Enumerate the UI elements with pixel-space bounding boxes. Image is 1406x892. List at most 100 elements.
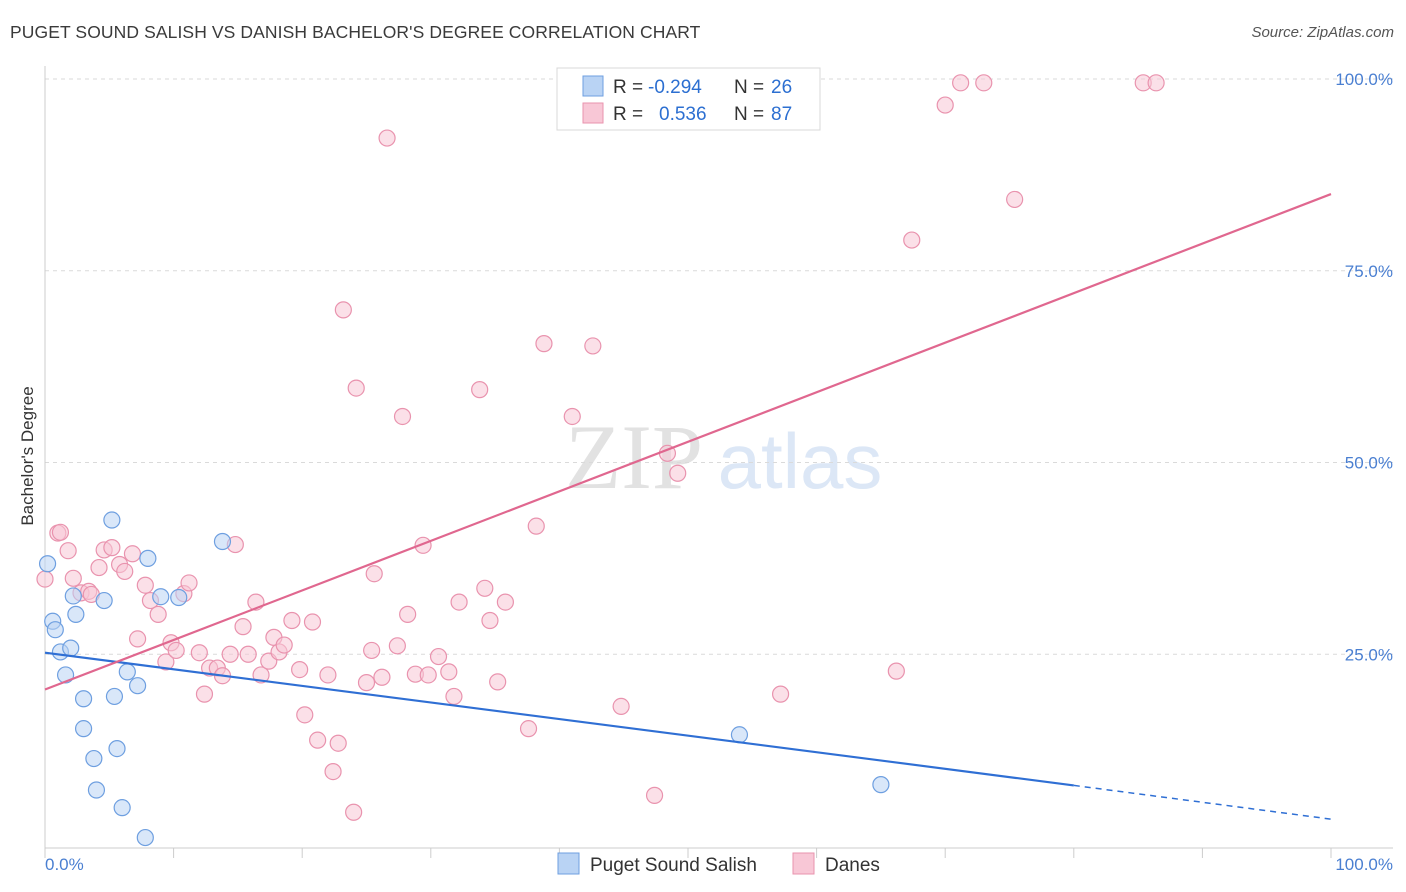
y-tick-labels: 25.0% 50.0% 75.0% 100.0% bbox=[1335, 70, 1393, 664]
danes-point bbox=[563, 407, 581, 426]
gridlines bbox=[45, 78, 1393, 655]
danes-point bbox=[357, 674, 376, 692]
danes-point bbox=[116, 562, 134, 581]
danes-point bbox=[291, 660, 309, 679]
legend-swatch-danes bbox=[582, 102, 604, 124]
danes-point bbox=[334, 301, 352, 319]
danes-point bbox=[195, 685, 214, 703]
salish-point bbox=[128, 677, 147, 695]
danes-point bbox=[51, 523, 70, 541]
danes-point bbox=[535, 335, 553, 353]
danes-point bbox=[903, 231, 921, 249]
legend-n-label: N = bbox=[734, 77, 764, 98]
danes-point bbox=[440, 663, 458, 681]
series-legend-swatch-danes bbox=[792, 852, 815, 875]
danes-point bbox=[36, 570, 54, 588]
danes-point bbox=[296, 706, 314, 724]
danes-point bbox=[123, 545, 142, 563]
danes-point bbox=[393, 407, 412, 426]
salish-point bbox=[213, 532, 232, 551]
legend-r-value-danes: 0.536 bbox=[659, 104, 707, 125]
trend-lines bbox=[44, 193, 1332, 820]
danes-point bbox=[1006, 190, 1024, 209]
stats-legend: R = -0.294 N = 26 R = 0.536 N = 87 bbox=[556, 67, 821, 131]
danes-point bbox=[669, 464, 687, 482]
salish-point bbox=[103, 511, 121, 529]
danes-point bbox=[450, 593, 468, 611]
salish-point bbox=[872, 776, 890, 794]
salish-point bbox=[87, 781, 106, 799]
series-legend-label-salish: Puget Sound Salish bbox=[590, 855, 757, 876]
series-legend-label-danes: Danes bbox=[825, 855, 880, 876]
salish-point bbox=[74, 690, 93, 708]
y-tick-label: 25.0% bbox=[1345, 645, 1393, 664]
y-tick-label: 50.0% bbox=[1345, 454, 1393, 473]
danes-point bbox=[429, 647, 448, 666]
legend-swatch-salish bbox=[582, 75, 604, 97]
watermark-zip: ZIP bbox=[565, 406, 703, 508]
salish-point bbox=[139, 549, 157, 567]
danes-point bbox=[103, 539, 121, 557]
watermark-atlas: atlas bbox=[718, 417, 883, 505]
danes-point bbox=[59, 542, 77, 560]
danes-point bbox=[936, 96, 954, 114]
danes-point bbox=[489, 673, 507, 691]
danes-point bbox=[345, 803, 363, 821]
series-legend-swatch-salish bbox=[557, 852, 580, 875]
legend-r-label: R = bbox=[613, 77, 643, 98]
danes-point bbox=[612, 697, 630, 716]
salish-point bbox=[46, 621, 64, 639]
danes-point bbox=[157, 653, 175, 671]
danes-point bbox=[239, 645, 257, 663]
x-tick-label: 0.0% bbox=[45, 855, 84, 874]
danes-point bbox=[234, 618, 252, 636]
danes-point bbox=[283, 611, 301, 630]
danes-point bbox=[347, 379, 365, 397]
salish-trend-line bbox=[44, 651, 1074, 787]
danes-point bbox=[771, 685, 790, 703]
salish-point bbox=[108, 739, 126, 758]
salish-point bbox=[67, 605, 85, 623]
danes-point bbox=[952, 74, 970, 92]
danes-point bbox=[645, 786, 664, 804]
legend-r-value-salish: -0.294 bbox=[648, 77, 702, 98]
danes-point bbox=[167, 641, 185, 660]
salish-point bbox=[170, 588, 188, 607]
legend-n-value-danes: 87 bbox=[771, 104, 792, 125]
y-tick-label: 100.0% bbox=[1335, 70, 1393, 89]
danes-point bbox=[324, 763, 342, 781]
danes-point bbox=[363, 641, 381, 660]
danes-point bbox=[319, 666, 337, 684]
legend-n-value-salish: 26 bbox=[771, 77, 792, 98]
danes-point bbox=[887, 662, 905, 680]
danes-point bbox=[149, 605, 167, 623]
salish-point bbox=[105, 687, 124, 706]
salish-point bbox=[38, 555, 57, 573]
danes-point bbox=[275, 636, 293, 654]
salish-point bbox=[95, 591, 113, 610]
source-credit: Source: ZipAtlas.com bbox=[1251, 24, 1394, 41]
danes-point bbox=[476, 579, 494, 597]
salish-point bbox=[152, 588, 170, 606]
danes-point bbox=[128, 630, 147, 648]
danes-point bbox=[309, 731, 327, 749]
danes-point bbox=[329, 734, 347, 752]
salish-point bbox=[118, 663, 136, 681]
danes-point bbox=[303, 613, 322, 631]
danes-point bbox=[388, 637, 406, 655]
danes-point bbox=[378, 129, 396, 147]
danes-point bbox=[527, 517, 545, 535]
x-tick-labels: 0.0% 100.0% bbox=[45, 855, 1393, 874]
danes-point bbox=[180, 574, 198, 592]
danes-point bbox=[399, 605, 417, 623]
danes-point bbox=[221, 645, 239, 663]
legend-n-label: N = bbox=[734, 104, 764, 125]
salish-point bbox=[64, 587, 82, 605]
danes-point bbox=[519, 720, 538, 738]
danes-point bbox=[190, 644, 208, 662]
salish-point bbox=[136, 828, 154, 847]
y-axis-label: Bachelor's Degree bbox=[18, 386, 37, 525]
danes-trend-line bbox=[44, 193, 1332, 691]
danes-point bbox=[419, 666, 437, 684]
